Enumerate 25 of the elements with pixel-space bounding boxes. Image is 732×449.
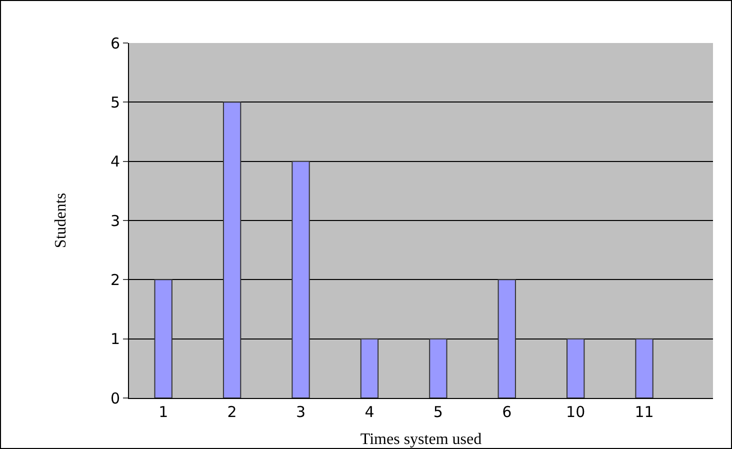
x-axis-title: Times system used	[360, 431, 482, 448]
y-tick-label: 0	[110, 389, 120, 408]
bar	[360, 338, 379, 398]
x-tick-label: 2	[227, 403, 237, 421]
x-tick-label: 10	[566, 403, 586, 421]
x-tick-label: 6	[502, 403, 512, 421]
x-tick-label: 11	[634, 403, 654, 421]
y-tick-label: 3	[110, 212, 120, 230]
bar	[566, 338, 585, 398]
y-tick-label: 1	[110, 330, 120, 348]
x-tick-label: 4	[364, 403, 374, 421]
bar	[635, 338, 654, 398]
bar	[429, 338, 448, 398]
x-tick-label: 3	[296, 403, 306, 421]
y-tick-label: 5	[110, 93, 120, 112]
x-tick-label: 5	[433, 403, 443, 421]
bar	[222, 102, 242, 398]
y-tick-label: 2	[110, 270, 120, 289]
x-tick-label: 1	[158, 403, 168, 421]
bar	[292, 160, 310, 398]
bar	[154, 279, 172, 398]
y-axis-title: Students	[52, 192, 70, 248]
y-tick-label: 6	[110, 34, 120, 52]
y-tick-label: 4	[110, 152, 120, 171]
bar	[498, 279, 516, 398]
